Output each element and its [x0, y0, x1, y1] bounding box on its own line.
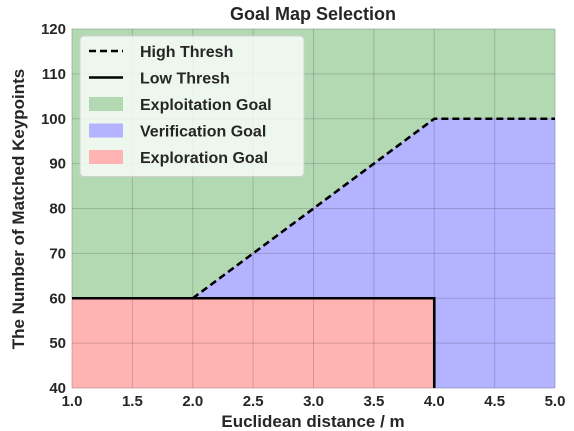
legend-entry-exploitation-goal: Exploitation Goal [89, 97, 272, 114]
y-tick-label: 120 [41, 21, 66, 38]
y-axis-title: The Number of Matched Keypoints [9, 69, 28, 350]
legend: High Thresh Low Thresh Exploitation Goal Ve… [79, 35, 305, 177]
legend-label: Verification Goal [140, 124, 266, 141]
x-tick-label: 4.5 [484, 393, 505, 410]
x-axis-ticks: 1.0 1.5 2.0 2.5 3.0 3.5 4.0 4.5 5.0 [62, 393, 566, 410]
x-tick-label: 4.0 [424, 393, 445, 410]
threshold-lines [72, 117, 555, 388]
y-tick-label: 80 [49, 201, 66, 218]
x-tick-label: 2.0 [182, 393, 203, 410]
legend-swatch-patch [89, 97, 123, 111]
x-tick-label: 3.5 [363, 393, 384, 410]
line-high-thresh [191, 117, 555, 300]
y-tick-label: 90 [49, 156, 66, 173]
legend-entry-high-thresh: High Thresh [89, 44, 233, 61]
legend-label: High Thresh [140, 44, 233, 61]
legend-entry-verification-goal: Verification Goal [89, 123, 266, 141]
legend-entry-low-thresh: Low Thresh [89, 71, 230, 88]
x-tick-label: 3.0 [303, 393, 324, 410]
line-low-thresh [72, 296, 436, 388]
x-axis-title: Euclidean distance / m [221, 412, 404, 431]
y-tick-label: 110 [42, 66, 66, 83]
y-axis-ticks: 40 50 60 70 80 90 100 110 120 [41, 21, 66, 397]
legend-label: Exploitation Goal [140, 97, 272, 114]
legend-box [79, 35, 305, 177]
legend-label: Exploration Goal [140, 150, 268, 167]
chart-title: Goal Map Selection [230, 4, 396, 24]
y-tick-label: 70 [49, 245, 66, 262]
legend-swatch-patch [89, 150, 123, 164]
x-tick-label: 1.5 [122, 393, 143, 410]
y-tick-label: 40 [49, 380, 66, 397]
x-tick-label: 2.5 [243, 393, 264, 410]
x-tick-label: 5.0 [545, 393, 566, 410]
y-tick-label: 100 [41, 111, 66, 128]
legend-label: Low Thresh [140, 71, 230, 88]
legend-entry-exploration-goal: Exploration Goal [89, 150, 268, 167]
y-tick-label: 50 [49, 335, 66, 352]
x-tick-label: 1.0 [62, 393, 83, 410]
legend-swatch-patch [89, 123, 123, 138]
y-tick-label: 60 [49, 290, 66, 307]
